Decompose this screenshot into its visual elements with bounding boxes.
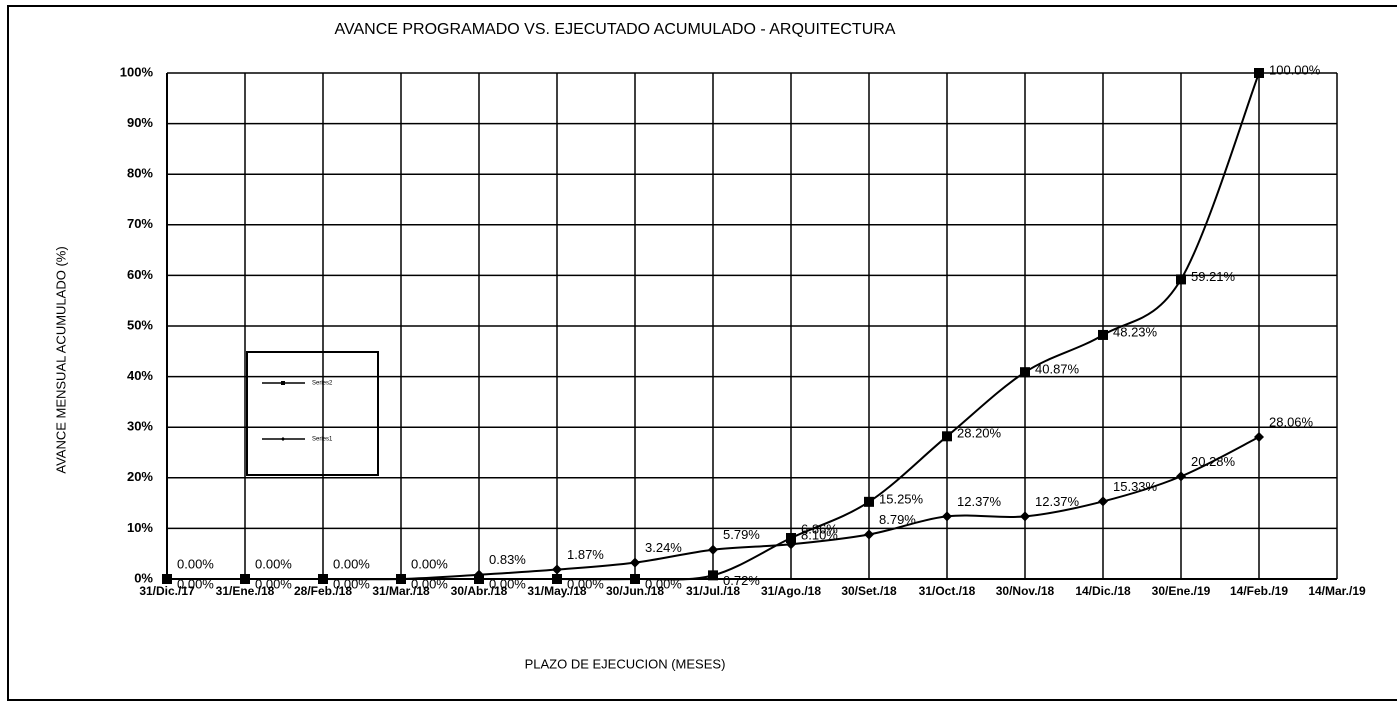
point [942, 511, 952, 522]
x-tick-label: 14/Feb./19 [1230, 584, 1288, 598]
x-axis-label: PLAZO DE EJECUCION (MESES) [525, 656, 726, 671]
point [1020, 367, 1030, 378]
x-tick-label: 31/Ene./18 [216, 584, 275, 598]
point [318, 574, 328, 584]
point [281, 437, 285, 441]
data-label: 0.00% [645, 576, 682, 591]
point [162, 574, 172, 584]
point [1254, 68, 1264, 78]
y-tick-label: 40% [127, 368, 153, 383]
data-label: 0.00% [411, 576, 448, 591]
point [1176, 471, 1186, 482]
data-label: 8.10% [801, 527, 838, 542]
x-tick-label: 28/Feb./18 [294, 584, 352, 598]
data-label: 0.00% [567, 576, 604, 591]
point [474, 569, 484, 580]
point [786, 539, 796, 550]
point [630, 574, 640, 584]
y-tick-label: 60% [127, 267, 153, 282]
x-tick-label: 31/Oct./18 [919, 584, 976, 598]
point [942, 431, 952, 442]
x-tick-label: 14/Dic./18 [1075, 584, 1131, 598]
point [1098, 496, 1108, 507]
point [864, 529, 874, 540]
data-label: 40.87% [1035, 362, 1080, 377]
x-tick-label: 14/Mar./19 [1308, 584, 1366, 598]
y-tick-label: 30% [127, 419, 153, 434]
data-label: 28.06% [1269, 414, 1314, 429]
point [240, 574, 250, 584]
point [396, 574, 406, 584]
x-tick-label: 31/Jul./18 [686, 584, 740, 598]
data-label: 0.00% [177, 576, 214, 591]
point [552, 564, 562, 575]
data-label: 59.21% [1191, 269, 1236, 284]
data-label: 3.24% [645, 540, 682, 555]
point [1098, 329, 1108, 340]
point [864, 496, 874, 507]
legend-label: Series2 [312, 381, 333, 387]
data-label: 0.00% [177, 556, 214, 571]
x-tick-label: 30/Nov./18 [996, 584, 1055, 598]
data-label: 15.33% [1113, 479, 1158, 494]
data-label: 0.83% [489, 552, 526, 567]
x-tick-label: 31/May./18 [527, 584, 586, 598]
data-label: 0.00% [255, 556, 292, 571]
data-label: 20.28% [1191, 454, 1236, 469]
x-tick-label: 31/Ago./18 [761, 584, 821, 598]
data-label: 0.00% [333, 556, 370, 571]
point [552, 574, 562, 584]
point [1254, 432, 1264, 443]
x-tick-label: 31/Mar./18 [372, 584, 430, 598]
x-tick-label: 30/Set./18 [841, 584, 897, 598]
y-tick-label: 100% [120, 64, 154, 79]
data-label: 12.37% [957, 494, 1002, 509]
y-tick-label: 80% [127, 166, 153, 181]
y-tick-label: 20% [127, 469, 153, 484]
data-label: 28.20% [957, 426, 1002, 441]
y-tick-label: 50% [127, 317, 153, 332]
point [1176, 274, 1186, 285]
point [630, 557, 640, 568]
y-tick-label: 70% [127, 216, 153, 231]
chart-title: AVANCE PROGRAMADO VS. EJECUTADO ACUMULAD… [335, 21, 896, 38]
data-label: 5.79% [723, 527, 760, 542]
legend-label: Series1 [312, 437, 333, 443]
point [281, 381, 285, 385]
data-label: 100.00% [1269, 62, 1321, 77]
y-tick-label: 10% [127, 520, 153, 535]
x-tick-label: 31/Dic./17 [139, 584, 195, 598]
x-tick-label: 30/Jun./18 [606, 584, 664, 598]
y-axis-label: AVANCE MENSUAL ACUMULADO (%) [53, 246, 68, 473]
data-label: 0.00% [489, 576, 526, 591]
data-label: 6.86% [801, 522, 838, 537]
data-label: 15.25% [879, 491, 924, 506]
x-tick-label: 30/Abr./18 [451, 584, 508, 598]
x-tick-label: 30/Ene./19 [1152, 584, 1211, 598]
data-label: 0.00% [255, 576, 292, 591]
legend [246, 351, 379, 476]
data-label: 0.72% [723, 573, 760, 588]
data-label: 8.79% [879, 512, 916, 527]
data-label: 12.37% [1035, 494, 1080, 509]
point [708, 570, 718, 581]
data-label: 0.00% [411, 556, 448, 571]
point [708, 544, 718, 555]
point [786, 533, 796, 544]
y-tick-label: 90% [127, 115, 153, 130]
y-tick-label: 0% [134, 570, 153, 585]
data-label: 1.87% [567, 547, 604, 562]
data-label: 48.23% [1113, 324, 1158, 339]
point [1020, 511, 1030, 522]
frame [7, 5, 1397, 701]
